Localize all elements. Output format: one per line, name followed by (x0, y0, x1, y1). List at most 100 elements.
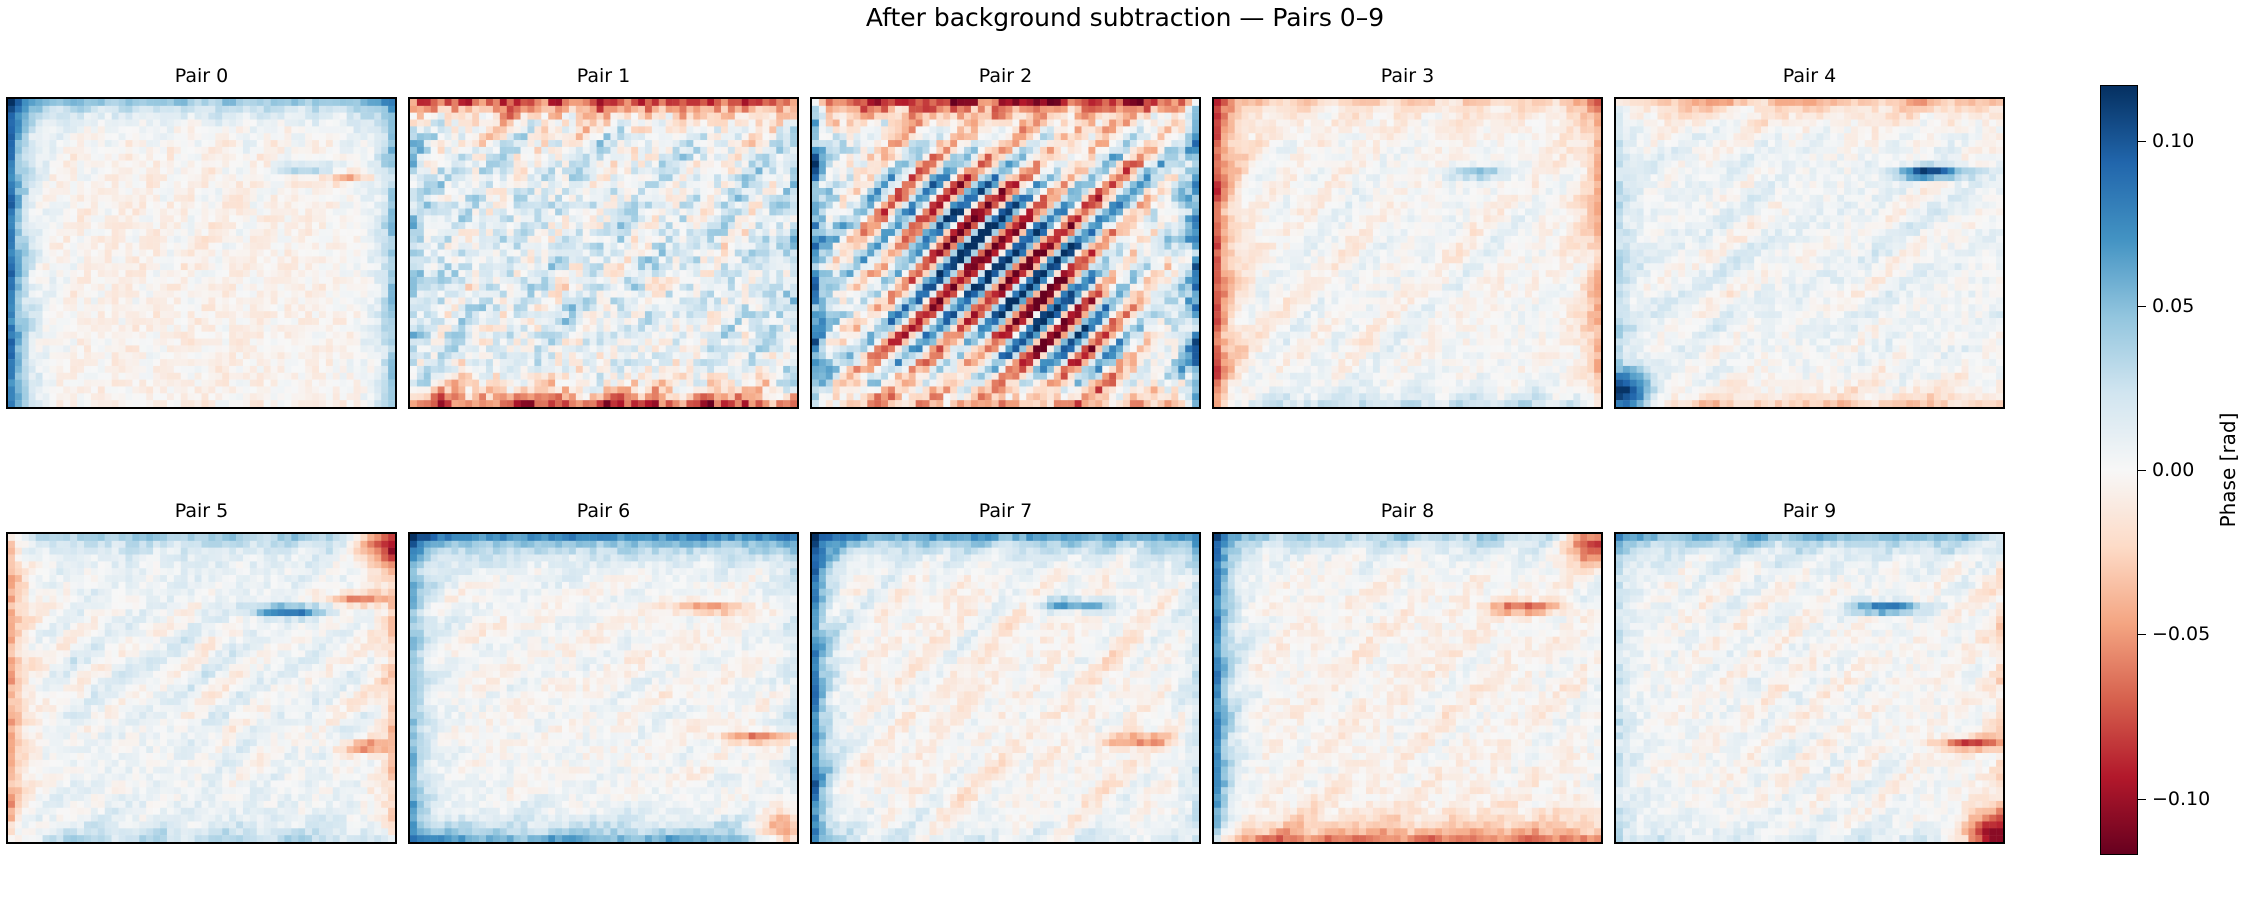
heatmap-cell (631, 187, 639, 196)
heatmap-cell (700, 256, 708, 264)
heatmap-cell (575, 311, 583, 319)
heatmap-cell (166, 297, 175, 305)
heatmap-cell (173, 283, 181, 291)
heatmap-cell (118, 338, 126, 346)
heatmap-cell (42, 235, 50, 243)
heatmap-cell (256, 187, 264, 196)
heatmap-cell (77, 222, 85, 230)
heatmap-cell (741, 133, 749, 141)
heatmap-cell (416, 400, 425, 407)
heatmap-cell (631, 215, 639, 223)
heatmap-cell (410, 119, 418, 127)
heatmap-cell (548, 318, 556, 326)
heatmap-cell (256, 379, 264, 387)
heatmap-cell (84, 235, 92, 243)
heatmap-cell (423, 229, 431, 237)
heatmap-cell (146, 99, 154, 107)
heatmap-cell (444, 249, 452, 257)
heatmap-cell (353, 133, 361, 141)
heatmap-cell (97, 256, 105, 264)
heatmap-cell (610, 345, 618, 353)
heatmap-cell (534, 126, 542, 134)
heatmap-cell (325, 242, 333, 250)
heatmap-cell (222, 338, 230, 346)
heatmap-cell (21, 99, 29, 107)
heatmap (8, 99, 395, 407)
heatmap-cell (249, 119, 257, 127)
heatmap-cell (160, 283, 168, 291)
heatmap-cell (492, 270, 501, 278)
heatmap-cell (173, 99, 181, 107)
heatmap-cell (714, 146, 722, 154)
heatmap-cell (381, 365, 389, 373)
heatmap-cell (665, 201, 673, 209)
heatmap-cell (111, 160, 119, 168)
heatmap-cell (506, 318, 514, 326)
heatmap-cell (284, 153, 292, 161)
heatmap-cell (686, 324, 694, 332)
heatmap-cell (194, 393, 202, 401)
heatmap-cell (56, 146, 64, 154)
heatmap-cell (360, 311, 368, 319)
heatmap-cell (596, 119, 604, 127)
heatmap-cell (42, 297, 50, 305)
heatmap-cell (180, 379, 188, 387)
heatmap-cell (769, 290, 777, 298)
heatmap-cell (776, 359, 784, 367)
heatmap-cell (367, 105, 375, 113)
heatmap-cell (14, 372, 23, 380)
heatmap-cell (638, 372, 646, 380)
heatmap-cell (360, 153, 368, 161)
heatmap-cell (153, 400, 161, 407)
heatmap-cell (707, 181, 715, 189)
heatmap-cell (658, 194, 666, 202)
heatmap-cell (263, 181, 271, 189)
heatmap-cell (707, 153, 715, 161)
heatmap-cell (734, 359, 742, 367)
heatmap-cell (603, 167, 611, 175)
heatmap-cell (346, 249, 354, 257)
heatmap-cell (458, 263, 466, 271)
heatmap-cell (35, 276, 43, 284)
heatmap-cell (104, 297, 112, 305)
heatmap-cell (298, 365, 306, 373)
heatmap-cell (360, 146, 368, 154)
heatmap-cell (769, 283, 777, 291)
heatmap-cell (305, 256, 313, 264)
heatmap-cell (499, 119, 507, 127)
heatmap-cell (562, 359, 570, 367)
heatmap-cell (180, 297, 188, 305)
heatmap-cell (720, 140, 729, 148)
heatmap-cell (790, 112, 797, 120)
heatmap-cell (374, 242, 382, 250)
heatmap-cell (346, 215, 354, 223)
heatmap-cell (180, 215, 188, 223)
heatmap-cell (527, 318, 535, 326)
heatmap-cell (215, 263, 223, 271)
heatmap-cell (277, 393, 285, 401)
heatmap-cell (734, 393, 742, 401)
heatmap-cell (465, 112, 473, 120)
heatmap-cell (472, 126, 480, 134)
heatmap-cell (42, 242, 50, 250)
heatmap-cell (790, 133, 797, 141)
heatmap-cell (28, 297, 36, 305)
heatmap-cell (762, 297, 770, 305)
heatmap-cell (423, 372, 431, 380)
heatmap-cell (444, 297, 452, 305)
heatmap-cell (111, 372, 119, 380)
heatmap-cell (298, 208, 306, 216)
heatmap-cell (14, 215, 23, 223)
heatmap-cell (353, 242, 361, 250)
heatmap-cell (714, 208, 722, 216)
heatmap-cell (575, 393, 583, 401)
heatmap-cell (339, 235, 347, 243)
heatmap-cell (381, 311, 389, 319)
heatmap-cell (582, 331, 590, 339)
heatmap-cell (146, 393, 154, 401)
heatmap-cell (28, 318, 36, 326)
heatmap-cell (388, 140, 395, 148)
heatmap-cell (617, 112, 625, 120)
heatmap-cell (665, 181, 673, 189)
heatmap-cell (672, 352, 680, 360)
